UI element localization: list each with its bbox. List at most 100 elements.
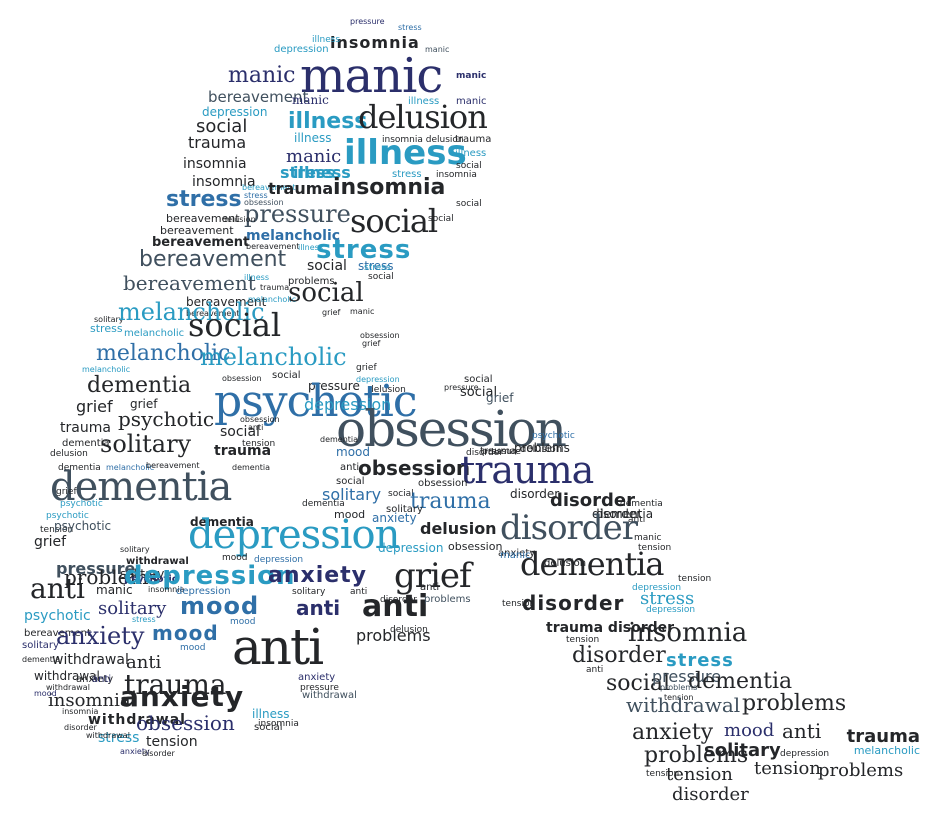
cloud-word: bereavement <box>242 183 296 192</box>
cloud-word: anxiety <box>120 747 150 756</box>
cloud-word: obsession <box>222 374 262 383</box>
cloud-word: insomnia <box>258 719 299 729</box>
cloud-word: psychotic <box>54 519 111 533</box>
cloud-word: psychotic <box>60 499 103 509</box>
cloud-word: anxiety <box>56 622 145 650</box>
cloud-word: manic <box>96 583 133 597</box>
cloud-word: social <box>428 214 454 224</box>
cloud-word: social <box>188 306 281 344</box>
cloud-word: solitary <box>120 545 150 554</box>
cloud-word: anti <box>126 652 162 673</box>
cloud-word: social <box>456 199 482 209</box>
cloud-word: disorder <box>142 749 176 758</box>
cloud-word: social <box>220 424 260 440</box>
cloud-word: pressure <box>300 683 339 693</box>
cloud-word: anti <box>628 515 645 525</box>
cloud-word: bereavement <box>166 212 240 225</box>
cloud-word: depression <box>188 512 400 558</box>
cloud-word: depression <box>780 749 829 759</box>
cloud-word: insomnia <box>436 170 477 180</box>
cloud-word: illness <box>293 163 351 182</box>
cloud-word: depression <box>124 561 296 591</box>
cloud-word: psychotic <box>24 608 91 624</box>
cloud-word: mood <box>34 689 57 698</box>
cloud-word: anxiety <box>76 674 113 685</box>
cloud-word: pressure <box>652 667 721 686</box>
cloud-word: insomnia <box>330 33 420 52</box>
cloud-word: delusion <box>368 385 406 395</box>
cloud-word: dementia <box>520 545 664 583</box>
cloud-word: anxiety <box>632 720 714 745</box>
cloud-word: withdrawal <box>126 556 189 567</box>
cloud-word: solitary <box>386 504 423 515</box>
cloud-word: anti <box>248 423 263 432</box>
cloud-word: insomnia <box>62 707 98 716</box>
cloud-word: psychotic <box>214 376 416 427</box>
cloud-word: melancholic <box>200 343 347 371</box>
cloud-word: obsession <box>360 331 400 340</box>
cloud-word: withdrawal <box>626 693 740 717</box>
cloud-word: manic <box>292 93 329 107</box>
cloud-word: delusion <box>358 98 487 136</box>
cloud-word: insomnia <box>148 585 184 594</box>
cloud-word: social <box>464 374 493 385</box>
cloud-word: problems <box>644 743 748 768</box>
cloud-word: stress <box>90 322 123 335</box>
cloud-word: mood <box>724 720 774 741</box>
cloud-word: manic <box>425 45 449 54</box>
cloud-word: depression <box>304 395 391 414</box>
cloud-word: manic <box>228 63 296 88</box>
cloud-word: stress <box>280 163 335 182</box>
cloud-word: withdrawal <box>86 731 130 740</box>
cloud-word: mood <box>222 553 248 563</box>
cloud-word: dementia <box>596 507 653 521</box>
cloud-word: manic <box>500 550 530 561</box>
cloud-word: trauma disorder <box>546 620 674 636</box>
cloud-word: melancholic <box>96 341 230 366</box>
cloud-word: bereavement <box>208 88 308 106</box>
cloud-word: obsession <box>418 478 467 489</box>
cloud-word: tension <box>502 599 535 609</box>
cloud-word: tension <box>646 769 679 779</box>
cloud-word: anti <box>340 462 359 473</box>
cloud-word: depression <box>176 586 231 597</box>
cloud-word: illness <box>298 243 323 252</box>
cloud-word: stress <box>398 23 422 32</box>
cloud-word: bereavement <box>123 271 256 295</box>
cloud-word: stress <box>98 730 139 746</box>
cloud-word: delusion <box>520 444 562 455</box>
cloud-word: anti <box>92 674 111 685</box>
cloud-word: insomnia <box>333 175 445 200</box>
cloud-word: social <box>307 258 347 274</box>
cloud-word: stress <box>640 588 694 609</box>
cloud-word: bereavement <box>139 247 287 272</box>
cloud-word: stress <box>166 187 242 212</box>
cloud-word: problems <box>64 565 159 589</box>
cloud-word: problems <box>424 594 471 605</box>
cloud-word: withdrawal <box>88 712 186 728</box>
cloud-word: depression <box>274 44 329 55</box>
cloud-word: social <box>388 489 414 499</box>
cloud-word: trauma <box>124 668 227 701</box>
cloud-word: stress <box>132 615 156 624</box>
cloud-word: tension <box>664 693 693 702</box>
cloud-word: social <box>606 671 670 696</box>
cloud-word: disorder <box>64 723 98 732</box>
cloud-word: illness <box>252 707 290 721</box>
cloud-word: delusion <box>420 519 497 538</box>
cloud-word: dementia <box>190 515 254 529</box>
cloud-word: insomnia <box>48 690 131 711</box>
cloud-word: obsession <box>448 540 502 553</box>
cloud-word: psychotic <box>46 511 89 521</box>
cloud-word: pressure <box>350 17 385 26</box>
cloud-word: delusion <box>544 558 586 569</box>
cloud-word: solitary <box>22 640 59 651</box>
cloud-word: problems <box>660 683 697 692</box>
cloud-word: anti <box>296 596 340 620</box>
cloud-word: dementia <box>87 373 191 398</box>
cloud-word: bereavement <box>152 235 249 250</box>
cloud-word: anxiety <box>120 680 244 713</box>
cloud-word: stress <box>666 650 734 671</box>
cloud-word: dementia <box>58 463 101 473</box>
cloud-word: stress <box>358 259 394 273</box>
